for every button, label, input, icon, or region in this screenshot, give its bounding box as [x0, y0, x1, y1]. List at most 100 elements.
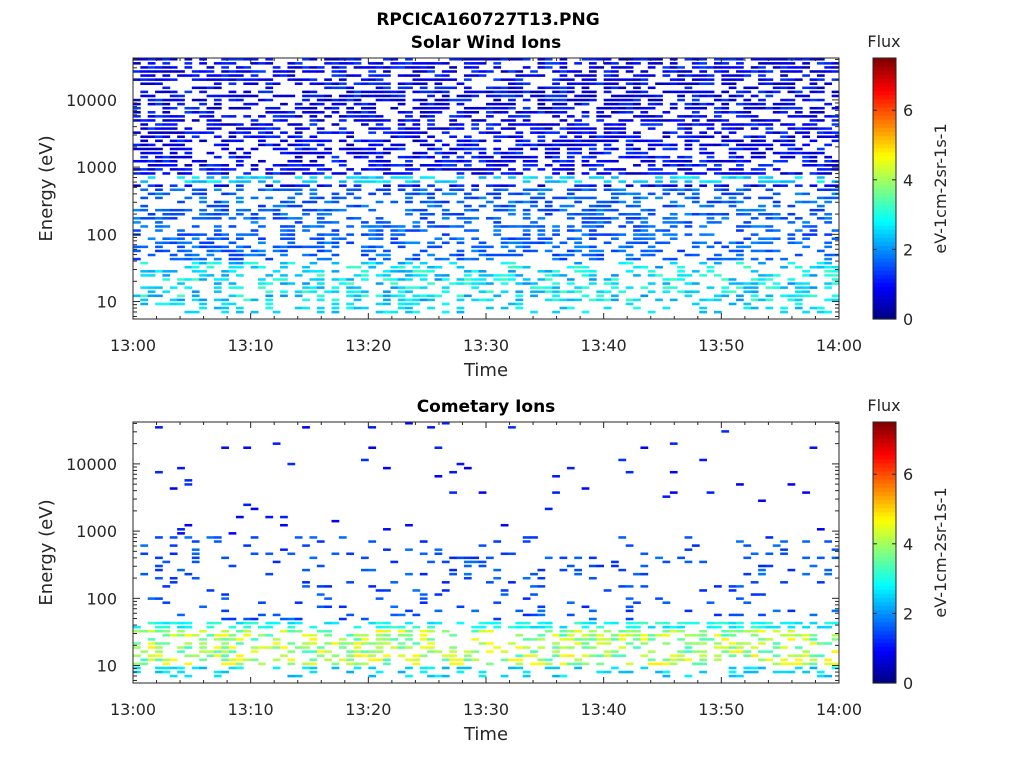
heatmap-cell: [331, 278, 340, 281]
heatmap-cell: [647, 638, 656, 641]
heatmap-cell: [169, 253, 178, 257]
heatmap-cell: [647, 74, 656, 77]
heatmap-cell: [147, 172, 156, 175]
heatmap-cell: [250, 233, 259, 236]
heatmap-cell: [383, 278, 391, 281]
heatmap-cell: [471, 139, 480, 143]
heatmap-cell: [662, 621, 671, 625]
heatmap-cell: [816, 58, 825, 61]
heatmap-cell: [368, 540, 377, 543]
heatmap-cell: [243, 176, 252, 179]
heatmap-cell: [780, 78, 788, 81]
heatmap-cell: [736, 625, 744, 629]
heatmap-cell: [662, 82, 671, 85]
heatmap-cell: [758, 168, 766, 171]
heatmap-cell: [802, 225, 810, 228]
heatmap-cell: [434, 257, 443, 261]
heatmap-cell: [390, 241, 399, 245]
heatmap-cell: [287, 204, 296, 208]
heatmap-cell: [258, 282, 266, 285]
heatmap-cell: [243, 617, 252, 621]
heatmap-cell: [544, 249, 553, 253]
heatmap-cell: [669, 221, 678, 224]
heatmap-cell: [699, 670, 708, 674]
heatmap-cell: [324, 605, 332, 609]
heatmap-cell: [603, 74, 612, 77]
colorbar-swatch: [873, 495, 896, 501]
heatmap-cell: [500, 290, 509, 293]
heatmap-cell: [486, 298, 494, 302]
heatmap-cell: [633, 601, 641, 604]
heatmap-cell: [596, 670, 605, 674]
heatmap-cell: [566, 249, 575, 253]
heatmap-cell: [515, 131, 524, 134]
heatmap-cell: [684, 233, 693, 236]
heatmap-cell: [566, 217, 575, 220]
heatmap-cell: [346, 58, 355, 61]
heatmap-cell: [375, 658, 384, 662]
heatmap-cell: [140, 658, 149, 662]
heatmap-cell: [552, 70, 560, 73]
heatmap-cell: [824, 286, 833, 289]
heatmap-cell: [684, 86, 693, 90]
heatmap-cell: [155, 184, 163, 187]
heatmap-cell: [353, 196, 362, 200]
heatmap-cell: [633, 102, 641, 106]
heatmap-cell: [581, 111, 590, 114]
heatmap-cell: [147, 621, 156, 625]
heatmap-cell: [713, 261, 722, 265]
colorbar-swatch: [873, 221, 896, 226]
heatmap-cell: [647, 634, 656, 637]
heatmap-cell: [405, 212, 413, 216]
heatmap-cell: [743, 306, 752, 310]
colorbar-swatch: [873, 237, 896, 243]
heatmap-cell: [677, 90, 685, 94]
colorbar-tick-label: 0: [903, 674, 913, 693]
heatmap-cell: [758, 237, 766, 240]
heatmap-cell: [581, 662, 590, 666]
heatmap-cell: [552, 196, 560, 200]
heatmap-cell: [787, 609, 796, 613]
heatmap-cell: [640, 115, 649, 118]
heatmap-cell: [177, 625, 185, 629]
heatmap-cell: [669, 180, 678, 183]
heatmap-cell: [250, 102, 259, 106]
heatmap-cell: [647, 115, 656, 118]
heatmap-cell: [772, 62, 781, 65]
heatmap-cell: [397, 654, 406, 657]
colorbar-swatch: [873, 208, 896, 214]
heatmap-cell: [331, 192, 340, 196]
heatmap-cell: [155, 123, 163, 126]
heatmap-cell: [397, 629, 406, 633]
heatmap-cell: [309, 208, 318, 212]
heatmap-cell: [331, 155, 340, 159]
heatmap-cell: [471, 286, 480, 289]
colorbar-swatch: [873, 135, 896, 141]
heatmap-cell: [383, 589, 391, 592]
heatmap-cell: [706, 212, 715, 216]
heatmap-cell: [581, 115, 590, 118]
heatmap-cell: [618, 654, 627, 657]
heatmap-cell: [794, 151, 803, 155]
heatmap-cell: [221, 302, 229, 306]
heatmap-cell: [633, 237, 641, 240]
heatmap-cell: [360, 168, 369, 171]
heatmap-cell: [662, 204, 671, 208]
heatmap-cell: [471, 155, 480, 159]
heatmap-cell: [235, 123, 244, 126]
heatmap-cell: [324, 58, 332, 61]
heatmap-cell: [787, 82, 796, 85]
colorbar-swatch: [873, 585, 896, 590]
heatmap-cell: [633, 204, 641, 208]
heatmap-cell: [522, 265, 531, 269]
heatmap-cell: [405, 200, 413, 204]
heatmap-cell: [736, 261, 744, 265]
heatmap-cell: [809, 662, 818, 666]
heatmap-cell: [169, 552, 178, 556]
heatmap-cell: [302, 58, 310, 61]
heatmap-cell: [706, 78, 715, 81]
heatmap-cell: [419, 139, 428, 143]
heatmap-cell: [471, 217, 480, 220]
heatmap-cell: [566, 306, 575, 310]
heatmap-cell: [427, 123, 435, 126]
